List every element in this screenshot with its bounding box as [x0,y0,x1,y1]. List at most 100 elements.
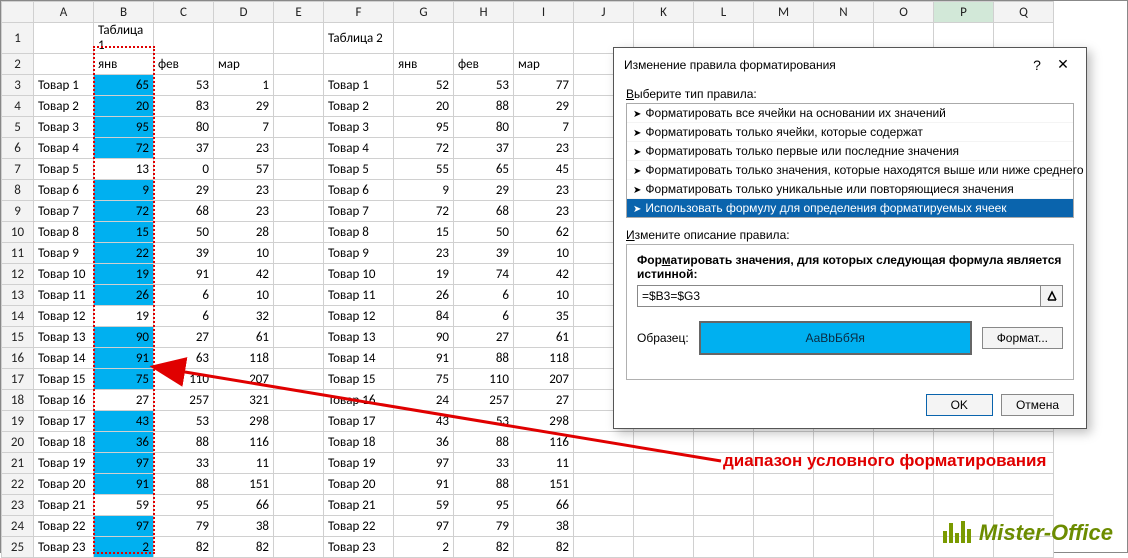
row-header[interactable]: 13 [2,285,34,306]
cell[interactable] [274,75,324,96]
cell[interactable] [274,516,324,537]
cell[interactable]: 15 [94,222,154,243]
cell[interactable]: 72 [394,138,454,159]
col-header[interactable]: I [514,2,574,23]
cell[interactable]: 95 [154,495,214,516]
rule-type-option[interactable]: Использовать формулу для определения фор… [627,199,1073,217]
col-header[interactable]: L [694,2,754,23]
cell[interactable] [694,432,754,453]
cell[interactable]: 80 [154,117,214,138]
cell[interactable]: 55 [394,159,454,180]
cell[interactable]: 45 [514,159,574,180]
cell[interactable] [274,306,324,327]
cell[interactable]: Товар 3 [324,117,394,138]
cell[interactable]: 110 [154,369,214,390]
cell[interactable]: 32 [214,306,274,327]
cell[interactable]: 50 [154,222,214,243]
cell[interactable] [514,23,574,54]
cell[interactable]: 37 [154,138,214,159]
col-header[interactable]: D [214,2,274,23]
cell[interactable]: 82 [214,537,274,558]
cell[interactable] [574,453,634,474]
cell[interactable]: Товар 16 [324,390,394,411]
cell[interactable]: 88 [154,432,214,453]
cell[interactable]: 116 [214,432,274,453]
cell[interactable]: Товар 12 [34,306,94,327]
cell[interactable] [634,516,694,537]
cell[interactable]: фев [454,54,514,75]
cell[interactable] [324,54,394,75]
row-header[interactable]: 25 [2,537,34,558]
row-header[interactable]: 3 [2,75,34,96]
col-header[interactable]: B [94,2,154,23]
row-header[interactable]: 1 [2,23,34,54]
cell[interactable]: 59 [394,495,454,516]
cell[interactable]: 6 [454,285,514,306]
cell[interactable] [34,23,94,54]
cell[interactable]: 10 [214,243,274,264]
cell[interactable] [274,474,324,495]
rule-type-list[interactable]: Форматировать все ячейки на основании их… [626,103,1074,218]
cell[interactable]: 72 [94,138,154,159]
cell[interactable]: 79 [454,516,514,537]
cell[interactable] [274,54,324,75]
cell[interactable]: Товар 9 [34,243,94,264]
cell[interactable]: 53 [154,411,214,432]
cell[interactable]: 10 [514,285,574,306]
cell[interactable]: 6 [154,285,214,306]
col-header[interactable]: G [394,2,454,23]
cell[interactable]: 88 [154,474,214,495]
cell[interactable]: 110 [454,369,514,390]
cell[interactable]: 207 [514,369,574,390]
cell[interactable]: 97 [94,453,154,474]
cell[interactable]: Товар 19 [324,453,394,474]
cell[interactable]: 15 [394,222,454,243]
col-header[interactable]: E [274,2,324,23]
cell[interactable]: Товар 18 [324,432,394,453]
cell[interactable]: 23 [514,138,574,159]
cell[interactable]: Товар 13 [34,327,94,348]
col-header[interactable]: A [34,2,94,23]
cell[interactable]: 27 [454,327,514,348]
cell[interactable]: Товар 1 [34,75,94,96]
cell[interactable] [274,23,324,54]
row-header[interactable]: 9 [2,201,34,222]
cell[interactable] [394,23,454,54]
cell[interactable]: 2 [394,537,454,558]
cell[interactable] [934,495,994,516]
cell[interactable] [274,285,324,306]
cell[interactable]: Товар 7 [324,201,394,222]
row-header[interactable]: 6 [2,138,34,159]
cell[interactable]: 68 [154,201,214,222]
cell[interactable]: Товар 23 [324,537,394,558]
cell[interactable] [754,495,814,516]
row-header[interactable]: 10 [2,222,34,243]
cell[interactable]: Товар 15 [34,369,94,390]
row-header[interactable]: 8 [2,180,34,201]
cell[interactable]: Товар 3 [34,117,94,138]
cell[interactable]: Товар 8 [324,222,394,243]
cell[interactable]: 11 [214,453,274,474]
cell[interactable] [934,432,994,453]
cell[interactable] [274,180,324,201]
cell[interactable]: Товар 7 [34,201,94,222]
cell[interactable]: Товар 12 [324,306,394,327]
cell[interactable]: 27 [514,390,574,411]
cell[interactable]: 63 [154,348,214,369]
cell[interactable]: 38 [514,516,574,537]
cell[interactable]: 6 [454,306,514,327]
row-header[interactable]: 12 [2,264,34,285]
cell[interactable]: Товар 23 [34,537,94,558]
cell[interactable]: 88 [454,432,514,453]
cell[interactable] [574,537,634,558]
cell[interactable]: 57 [214,159,274,180]
row-header[interactable]: 20 [2,432,34,453]
cell[interactable]: Товар 9 [324,243,394,264]
cell[interactable]: 7 [514,117,574,138]
cell[interactable]: Товар 5 [324,159,394,180]
cell[interactable]: 95 [394,117,454,138]
cell[interactable] [814,495,874,516]
cell[interactable]: 65 [454,159,514,180]
cell[interactable] [274,201,324,222]
cell[interactable]: 43 [94,411,154,432]
